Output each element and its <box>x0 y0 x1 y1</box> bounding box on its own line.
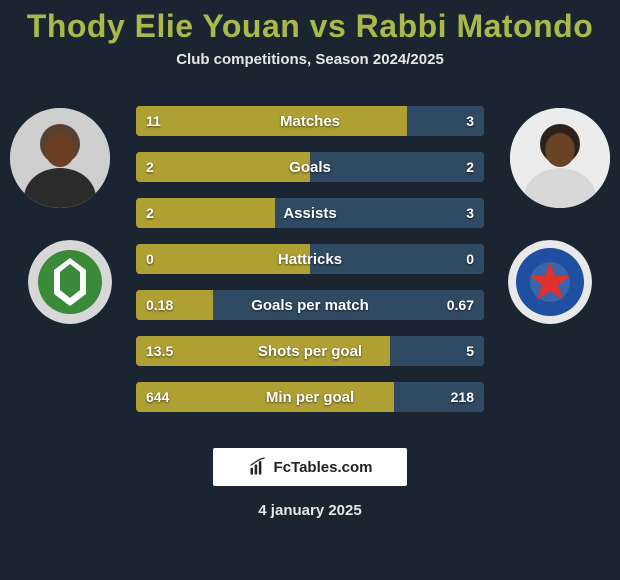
vs-separator: vs <box>300 8 355 44</box>
stat-label: Goals per match <box>136 290 484 320</box>
crest-icon <box>28 240 112 324</box>
comparison-panel: 113Matches 22Goals 23Assists 00Hattricks 0.1… <box>0 96 620 426</box>
player-left-name: Thody Elie Youan <box>27 8 301 44</box>
brand-badge: FcTables.com <box>213 448 407 486</box>
footer-date: 4 january 2025 <box>0 502 620 519</box>
avatar-placeholder-icon <box>10 108 110 208</box>
player-right-avatar <box>510 108 610 208</box>
club-right-crest <box>508 240 592 324</box>
stat-label: Matches <box>136 106 484 136</box>
subtitle: Club competitions, Season 2024/2025 <box>0 51 620 68</box>
stat-row: 644218Min per goal <box>136 382 484 412</box>
stat-row: 0.180.67Goals per match <box>136 290 484 320</box>
player-right-name: Rabbi Matondo <box>356 8 594 44</box>
stat-row: 23Assists <box>136 198 484 228</box>
stat-label: Assists <box>136 198 484 228</box>
stat-label: Goals <box>136 152 484 182</box>
avatar-placeholder-icon <box>510 108 610 208</box>
club-left-crest <box>28 240 112 324</box>
chart-icon <box>248 457 268 477</box>
stat-label: Shots per goal <box>136 336 484 366</box>
stat-row: 00Hattricks <box>136 244 484 274</box>
stat-label: Hattricks <box>136 244 484 274</box>
stat-bars: 113Matches 22Goals 23Assists 00Hattricks 0.1… <box>136 106 484 428</box>
stat-label: Min per goal <box>136 382 484 412</box>
brand-text: FcTables.com <box>274 459 373 476</box>
stat-row: 113Matches <box>136 106 484 136</box>
player-left-avatar <box>10 108 110 208</box>
stat-row: 22Goals <box>136 152 484 182</box>
page-title: Thody Elie Youan vs Rabbi Matondo <box>0 0 620 45</box>
crest-icon <box>508 240 592 324</box>
stat-row: 13.55Shots per goal <box>136 336 484 366</box>
